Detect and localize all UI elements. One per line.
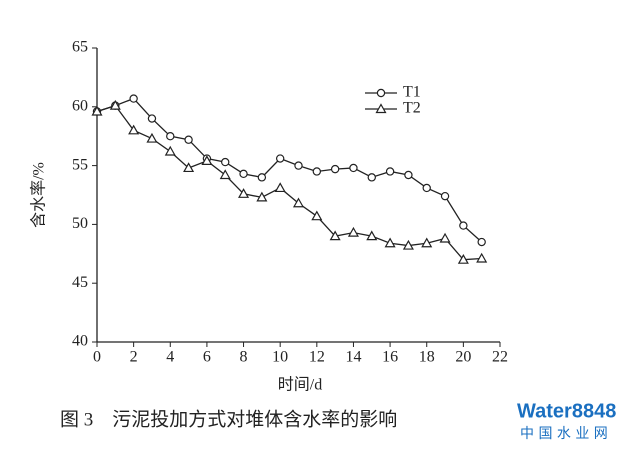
point	[422, 183, 431, 193]
x-tick-label: 22	[492, 349, 508, 366]
point	[459, 221, 468, 230]
point	[146, 132, 158, 143]
x-tick-label: 8	[240, 349, 248, 366]
watermark-sub: 中 国 水 业 网	[520, 426, 608, 442]
series-line	[96, 97, 483, 243]
point	[457, 253, 469, 264]
point	[128, 124, 140, 135]
y-tick-label: 60	[72, 97, 88, 114]
caption: 图 3 污泥投加方式对堆体含水率的影响	[60, 408, 397, 430]
point	[257, 173, 267, 182]
point	[402, 239, 414, 250]
point	[219, 169, 231, 180]
point	[91, 105, 103, 116]
point	[238, 188, 250, 198]
x-tick-label: 2	[130, 349, 138, 366]
x-axis-label: 时间/d	[278, 376, 322, 394]
point	[275, 154, 285, 163]
x-tick-label: 18	[419, 349, 435, 366]
point	[349, 163, 358, 173]
point	[440, 191, 450, 201]
point	[329, 230, 341, 241]
x-tick-label: 4	[166, 349, 174, 366]
point	[476, 252, 488, 263]
point	[164, 145, 176, 156]
point	[421, 237, 433, 248]
y-tick-label: 65	[72, 39, 88, 56]
point	[347, 226, 359, 237]
x-tick-label: 12	[309, 349, 325, 366]
point	[292, 197, 305, 208]
y-tick-label: 55	[72, 156, 88, 173]
legend-marker	[376, 88, 386, 98]
point	[183, 162, 195, 173]
legend-label: T1	[403, 84, 421, 101]
point	[109, 99, 121, 110]
series-line	[96, 104, 482, 261]
x-tick-label: 14	[345, 349, 361, 366]
point	[256, 191, 268, 202]
legend-marker	[375, 103, 387, 114]
legend-label: T2	[403, 100, 421, 117]
point	[129, 94, 138, 103]
x-tick-label: 0	[93, 349, 101, 366]
point	[384, 237, 396, 248]
point	[184, 135, 193, 144]
point	[201, 155, 213, 165]
point	[239, 169, 248, 179]
watermark: Water8848	[517, 400, 616, 422]
point	[404, 170, 413, 180]
point	[311, 210, 323, 221]
x-tick-label: 20	[455, 349, 471, 366]
y-tick-label: 40	[72, 333, 88, 350]
point	[477, 237, 486, 247]
point	[330, 164, 340, 174]
point	[439, 232, 451, 243]
point	[367, 173, 376, 182]
point	[147, 114, 157, 123]
x-tick-label: 6	[203, 349, 211, 366]
point	[294, 161, 303, 170]
point	[166, 131, 175, 141]
point	[274, 182, 286, 193]
x-tick-label: 10	[272, 349, 288, 366]
point	[221, 157, 230, 167]
x-tick-label: 16	[382, 349, 398, 366]
point	[312, 167, 322, 176]
y-tick-label: 45	[72, 274, 88, 291]
point	[385, 167, 395, 176]
y-tick-label: 50	[72, 215, 88, 232]
y-axis-label: 含水率/%	[30, 162, 48, 228]
point	[366, 230, 378, 241]
